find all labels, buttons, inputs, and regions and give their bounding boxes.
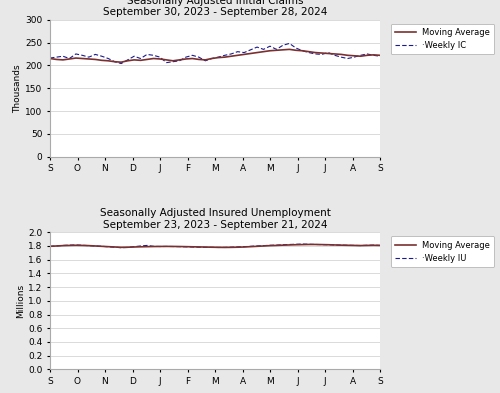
Y-axis label: Thousands: Thousands (14, 64, 22, 112)
Title: Seasonally Adjusted Insured Unemployment
September 23, 2023 - September 21, 2024: Seasonally Adjusted Insured Unemployment… (100, 209, 330, 230)
Legend: Moving Average, ·Weekly IU: Moving Average, ·Weekly IU (391, 237, 494, 267)
Y-axis label: Millions: Millions (16, 284, 25, 318)
Title: Seasonally Adjusted Initial Claims
September 30, 2023 - September 28, 2024: Seasonally Adjusted Initial Claims Septe… (103, 0, 327, 17)
Legend: Moving Average, ·Weekly IC: Moving Average, ·Weekly IC (391, 24, 494, 54)
